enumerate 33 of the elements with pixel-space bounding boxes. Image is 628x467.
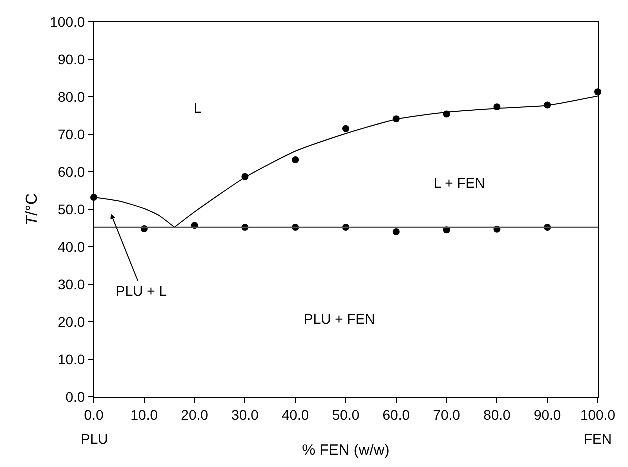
point — [392, 228, 400, 236]
text: FEN — [584, 431, 612, 447]
x-tick-label: 20.0 — [181, 406, 209, 423]
y-tick-label: 80.0 — [58, 88, 86, 105]
x-tick-label: 10.0 — [130, 406, 158, 423]
y-tick-label: 10.0 — [58, 351, 86, 368]
y-axis-title: T/°C — [24, 193, 42, 226]
y-tick-label: 100.0 — [50, 14, 86, 30]
point — [292, 156, 300, 164]
annotation: L — [194, 100, 202, 116]
x-tick-label: 30.0 — [232, 406, 260, 423]
point — [342, 125, 350, 132]
x-tick-label: 100.0 — [580, 406, 616, 423]
x-tick-label: 0.0 — [84, 406, 104, 423]
y-tick-label: 90.0 — [58, 51, 86, 68]
y-tick-label: 40.0 — [58, 238, 86, 255]
text: PLU — [81, 431, 108, 447]
y-tick-label: 50.0 — [58, 201, 86, 218]
x-axis-title: % FEN (w/w) — [302, 442, 390, 459]
y-tick-label: 60.0 — [58, 164, 86, 180]
x-tick-label: 90.0 — [534, 406, 562, 423]
x-tick-label: 60.0 — [382, 406, 410, 423]
x-tick-label: 50.0 — [332, 406, 360, 423]
y-tick-label: 70.0 — [58, 126, 86, 142]
annotation: PLU + L — [116, 283, 168, 299]
y-tick-label: 20.0 — [58, 314, 86, 330]
annotation: L + FEN — [434, 175, 486, 191]
x-tick-label: 40.0 — [282, 406, 310, 423]
y-tick-label: 0.0 — [66, 388, 86, 405]
y-tick-label: 30.0 — [58, 276, 86, 292]
x-tick-label: 80.0 — [484, 406, 512, 423]
x-tick-label: 70.0 — [433, 406, 461, 423]
annotation: PLU + FEN — [304, 311, 376, 327]
